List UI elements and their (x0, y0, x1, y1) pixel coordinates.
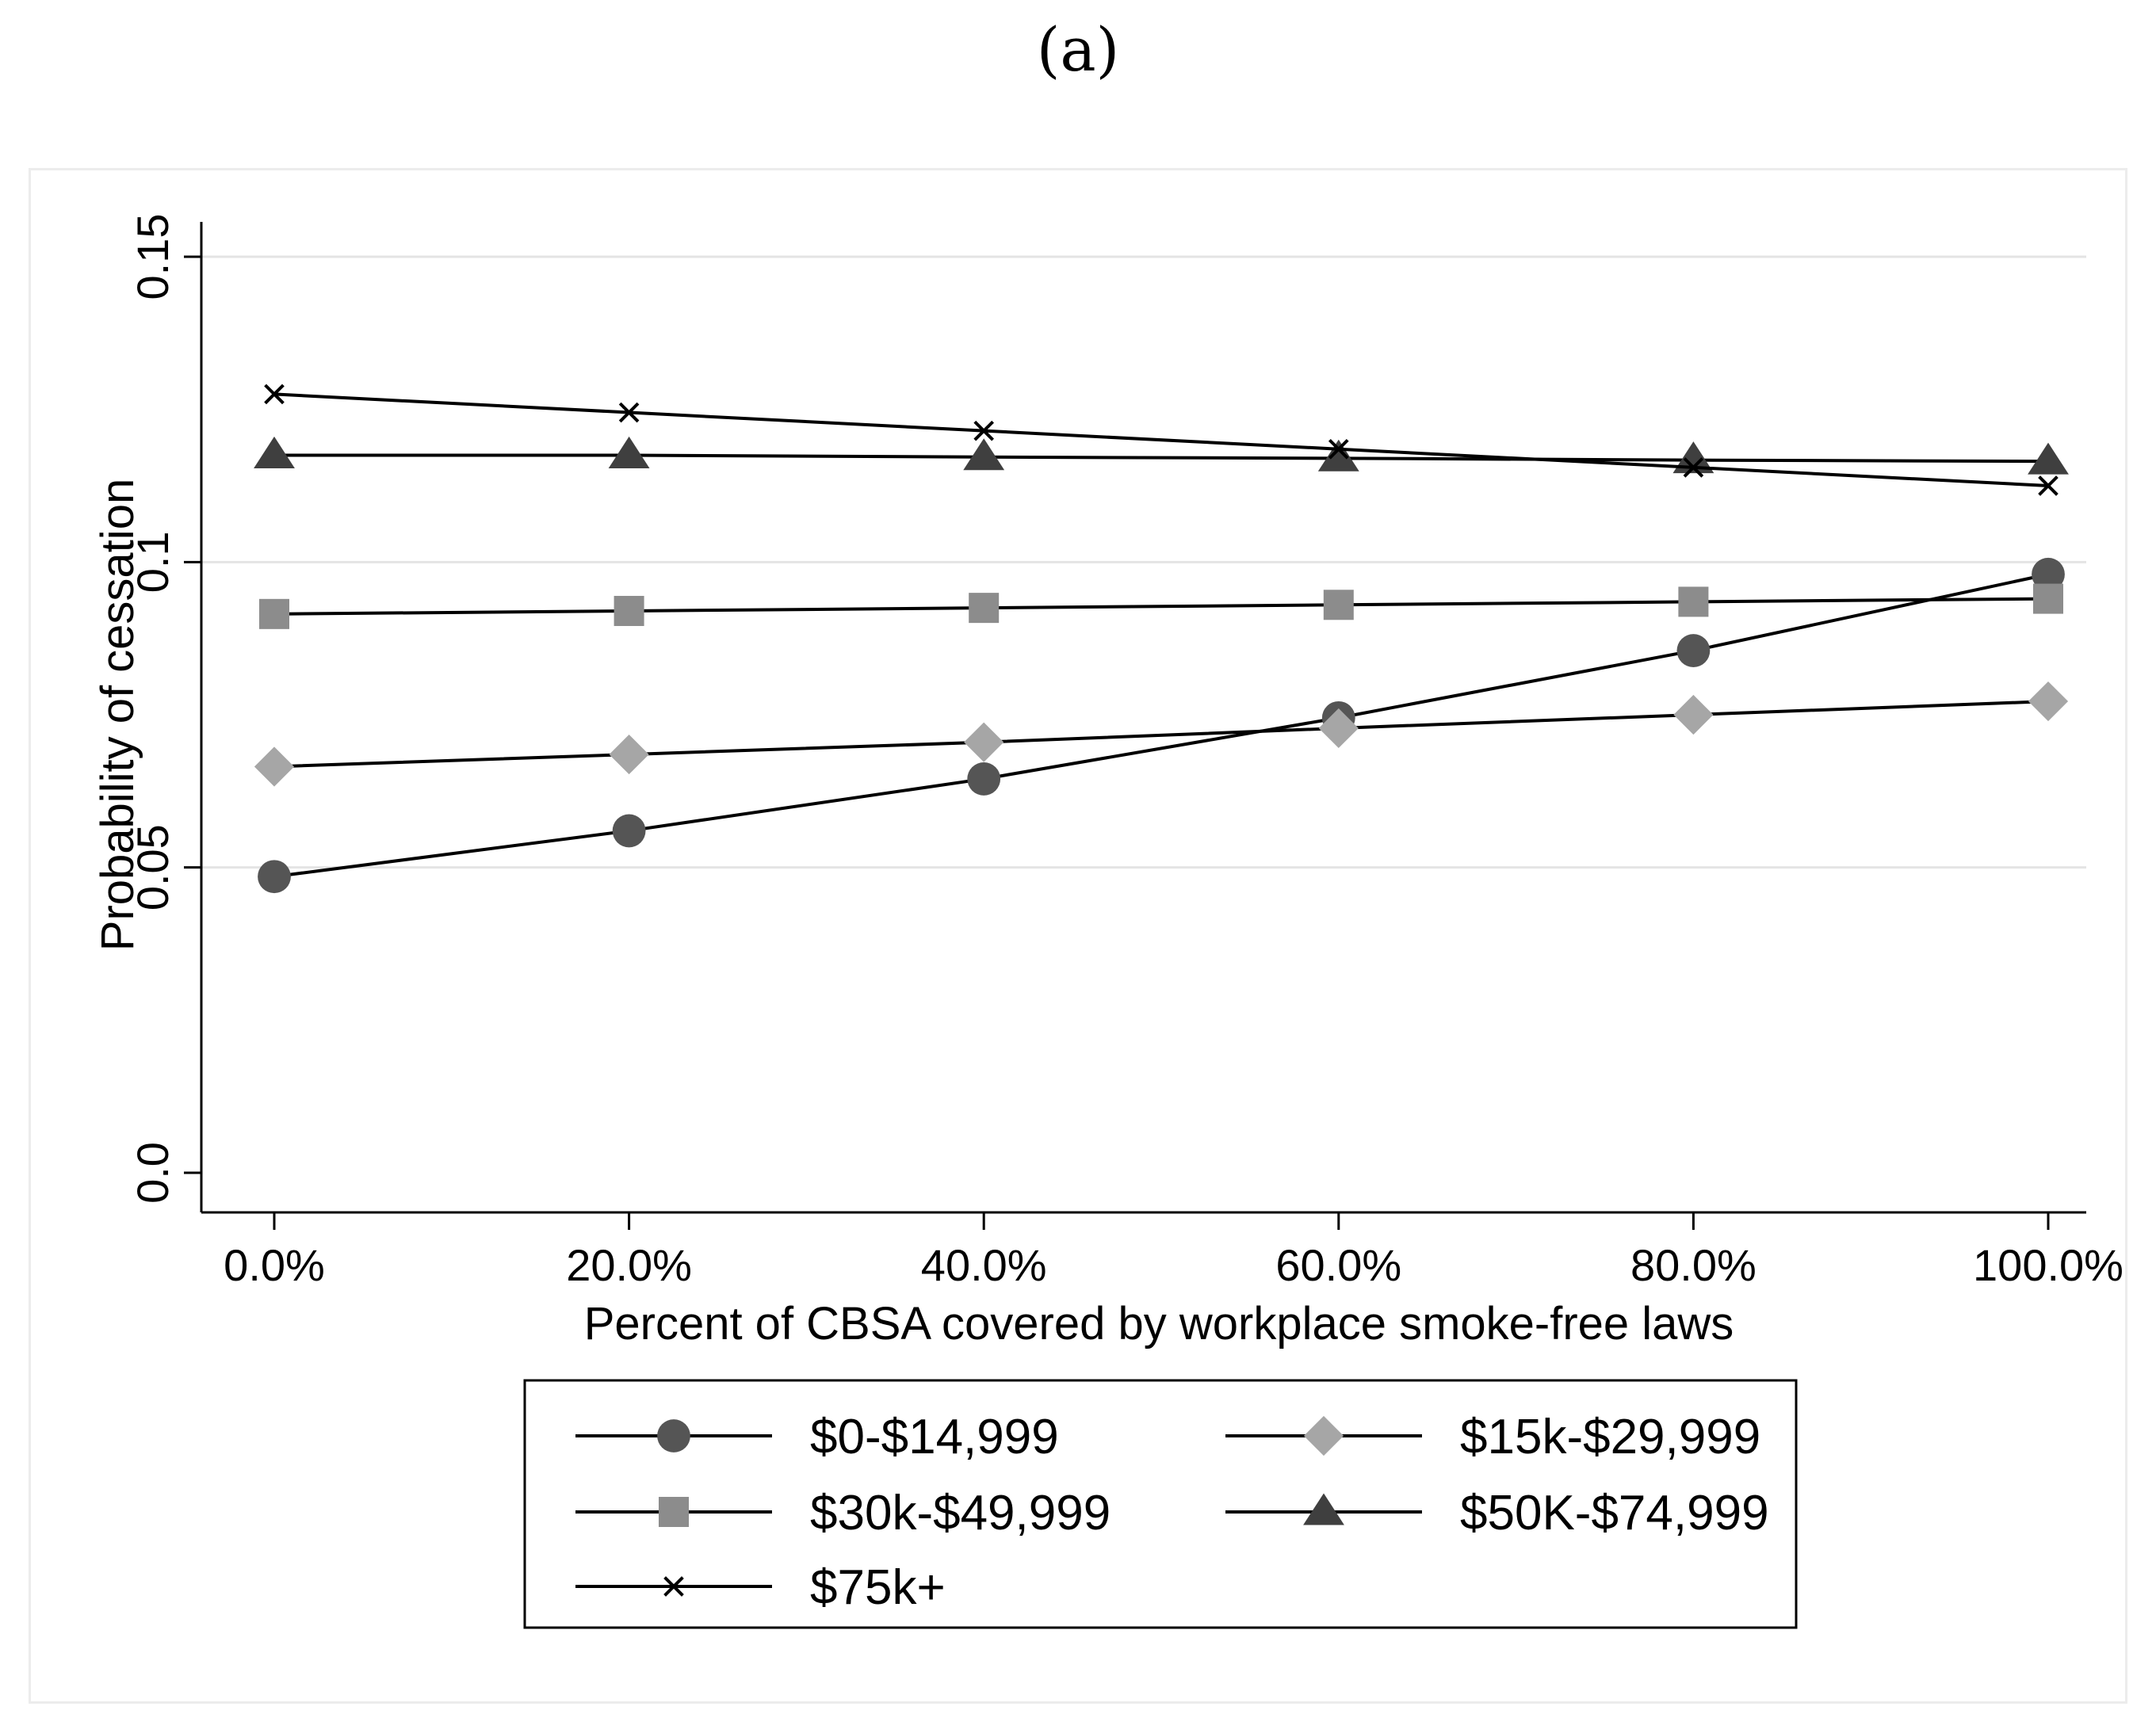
legend-item: $0-$14,999 (575, 1410, 1059, 1464)
y-tick-label: 0.1 (128, 531, 178, 593)
gridlines (201, 255, 2086, 869)
data-point (259, 598, 289, 629)
x-axis-title: Percent of CBSA covered by workplace smo… (584, 1298, 1734, 1349)
data-point (609, 735, 649, 775)
series (259, 583, 2063, 629)
series (254, 436, 2069, 475)
data-point (967, 762, 1001, 796)
chart-frame: 0.0 0.05 0.1 0.15 0.0% 20.0% 40.0% 60.0% 80.0% 1… (29, 168, 2127, 1704)
data-point (612, 814, 646, 848)
data-point (264, 384, 285, 405)
data-point (663, 1576, 684, 1597)
legend-label: $30k-$49,999 (810, 1486, 1110, 1540)
data-point (1303, 1493, 1344, 1525)
x-tick-label: 80.0% (1630, 1240, 1757, 1290)
data-point (973, 420, 995, 441)
data-point (1303, 1415, 1344, 1456)
legend-label: $15k-$29,999 (1460, 1410, 1760, 1464)
data-point (963, 438, 1005, 471)
data-point (254, 746, 295, 787)
data-point (608, 436, 650, 468)
data-point (618, 402, 640, 423)
x-tick-label: 60.0% (1275, 1240, 1401, 1290)
series-line (273, 700, 2049, 769)
legend-items: $0-$14,999 $15k-$29,999 $30k-$49,999 $50K-$… (575, 1410, 1769, 1615)
x-tick-label: 0.0% (224, 1240, 325, 1290)
data-point (1318, 708, 1359, 749)
x-tick-label: 20.0% (566, 1240, 692, 1290)
data-point (2038, 475, 2059, 496)
data-point (1328, 438, 1349, 460)
line-chart: 0.0 0.05 0.1 0.15 0.0% 20.0% 40.0% 60.0% 80.0% 1… (92, 214, 2124, 1629)
legend-label: $75k+ (810, 1560, 946, 1615)
legend-label: $0-$14,999 (810, 1410, 1059, 1464)
panel-label: (a) (1036, 14, 1120, 85)
x-tick-label: 40.0% (921, 1240, 1047, 1290)
data-point (1323, 590, 1354, 620)
series-line (273, 392, 2049, 487)
series-line (273, 597, 2049, 616)
y-tick-label: 0.15 (128, 214, 178, 300)
legend-item: $75k+ (575, 1560, 946, 1615)
data-point (2028, 681, 2069, 722)
data-point (614, 595, 644, 626)
axes (200, 222, 2086, 1214)
y-axis-ticks: 0.0 0.05 0.1 0.15 (128, 214, 201, 1204)
data-point (2028, 442, 2069, 475)
data-point (1673, 694, 1714, 735)
legend-item: $30k-$49,999 (575, 1486, 1110, 1540)
series (264, 384, 2059, 496)
legend-item: $50K-$74,999 (1225, 1486, 1769, 1540)
legend-label: $50K-$74,999 (1460, 1486, 1769, 1540)
data-point (1676, 634, 1711, 667)
legend: $0-$14,999 $15k-$29,999 $30k-$49,999 $50K-$… (523, 1379, 1798, 1629)
data-point (254, 436, 295, 468)
x-axis-ticks: 0.0% 20.0% 40.0% 60.0% 80.0% 100.0% (224, 1212, 2124, 1290)
data-point (1317, 439, 1359, 471)
data-point (657, 1419, 690, 1453)
data-point (2033, 583, 2063, 614)
series (254, 681, 2069, 787)
series-line (274, 453, 2049, 464)
series-layer (254, 384, 2069, 894)
series (258, 557, 2065, 894)
data-point (2032, 557, 2065, 591)
legend-item: $15k-$29,999 (1225, 1410, 1760, 1464)
data-point (1678, 586, 1709, 617)
data-point (969, 593, 1000, 624)
data-point (964, 722, 1004, 762)
series-line (273, 572, 2049, 879)
data-point (1683, 457, 1704, 478)
data-point (659, 1497, 689, 1527)
data-point (258, 860, 291, 894)
x-tick-label: 100.0% (1973, 1240, 2124, 1290)
y-tick-label: 0.0 (128, 1142, 178, 1204)
y-tick-label: 0.05 (128, 824, 178, 910)
data-point (1672, 441, 1714, 474)
y-axis-title: Probability of cessation (92, 479, 143, 951)
